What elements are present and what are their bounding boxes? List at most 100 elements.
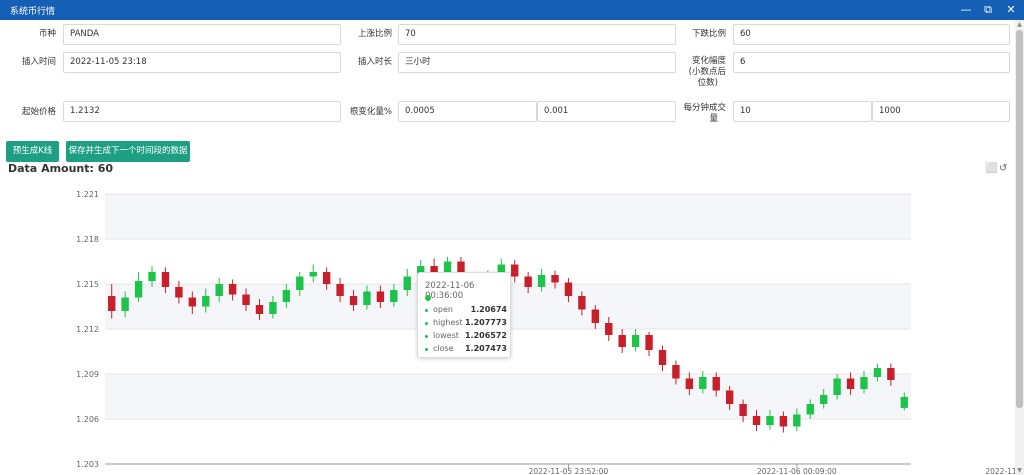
candle-body bbox=[511, 264, 519, 277]
start-price-label: 起始价格 bbox=[21, 107, 56, 117]
rise-ratio-input[interactable]: 70 bbox=[398, 24, 676, 45]
x-tick-label: 2022-11-05 23:52:00 bbox=[529, 467, 609, 475]
candle-body bbox=[806, 404, 814, 415]
candle-body bbox=[900, 396, 908, 408]
candle-body bbox=[416, 266, 425, 277]
tooltip-value: 1.20674 bbox=[470, 305, 507, 314]
volume-max-input[interactable]: 1000 bbox=[872, 101, 1010, 122]
data-amount-title: Data Amount: 60 bbox=[8, 162, 114, 175]
y-tick-label: 1.215 bbox=[76, 280, 99, 289]
candle-body bbox=[672, 365, 680, 379]
candle-body bbox=[873, 368, 882, 377]
candle-body bbox=[578, 296, 586, 310]
candle-tooltip: 2022-11-06 00:36:00 open 1.20674 highest… bbox=[417, 272, 511, 358]
vertical-scrollbar[interactable]: ▲ ▼ bbox=[1015, 20, 1024, 475]
candle-body bbox=[846, 378, 855, 389]
generate-kline-button[interactable]: 预生成K线 bbox=[6, 141, 59, 162]
scroll-up-icon[interactable]: ▲ bbox=[1017, 21, 1022, 28]
tooltip-series-marker bbox=[425, 295, 431, 301]
insert-time-input[interactable]: 2022-11-05 23:18 bbox=[63, 52, 341, 73]
tooltip-bullet bbox=[425, 335, 428, 338]
tooltip-key: close bbox=[433, 344, 454, 353]
y-tick-label: 1.212 bbox=[76, 325, 99, 334]
candle-body bbox=[363, 291, 371, 305]
candle-body bbox=[121, 297, 129, 311]
chart-band bbox=[105, 374, 911, 419]
change-range-input[interactable]: 6 bbox=[733, 52, 1010, 73]
volume-min-input[interactable]: 10 bbox=[733, 101, 872, 122]
volume-label-1: 每分钟成交 bbox=[683, 103, 726, 113]
tooltip-bullet bbox=[425, 348, 428, 351]
minimize-icon[interactable]: — bbox=[960, 3, 972, 16]
candle-body bbox=[228, 284, 237, 295]
start-price-input[interactable]: 1.2132 bbox=[63, 101, 341, 122]
currency-label: 币种 bbox=[38, 29, 56, 39]
tooltip-key: open bbox=[433, 305, 453, 314]
candle-body bbox=[605, 323, 613, 335]
candle-body bbox=[175, 287, 183, 298]
candle-body bbox=[322, 272, 331, 284]
candle-body bbox=[349, 296, 358, 305]
candle-body bbox=[779, 416, 788, 427]
candle-body bbox=[457, 261, 465, 277]
currency-input[interactable]: PANDA bbox=[63, 24, 341, 45]
restore-view-icon[interactable]: ↺ bbox=[999, 163, 1008, 174]
restore-icon[interactable]: ⧉ bbox=[984, 3, 992, 16]
window-title: 系统币行情 bbox=[10, 7, 56, 17]
insert-time-label: 插入时间 bbox=[21, 57, 56, 67]
root-change-label: 根变化量% bbox=[349, 107, 392, 117]
fall-ratio-input[interactable]: 60 bbox=[733, 24, 1010, 45]
tooltip-time: 2022-11-06 00:36:00 bbox=[425, 281, 475, 301]
tooltip-key: lowest bbox=[433, 331, 459, 340]
candle-body bbox=[148, 272, 156, 281]
root-change-min-input[interactable]: 0.0005 bbox=[398, 101, 537, 122]
close-icon[interactable]: ✕ bbox=[1006, 3, 1016, 16]
candle-body bbox=[752, 416, 761, 425]
tooltip-bullet bbox=[425, 322, 428, 325]
root-change-max-input[interactable]: 0.001 bbox=[537, 101, 676, 122]
candle-body bbox=[658, 350, 667, 365]
chart-band bbox=[105, 194, 911, 239]
candle-body bbox=[631, 335, 640, 347]
candle-body bbox=[108, 296, 116, 311]
candle-body bbox=[255, 305, 264, 314]
zoom-reset-icon[interactable]: ⬜ bbox=[985, 163, 998, 174]
candle-body bbox=[860, 377, 868, 389]
tooltip-row-lowest: lowest 1.206572 bbox=[425, 331, 507, 343]
candle-body bbox=[336, 284, 344, 296]
insert-duration-select[interactable]: 三小时 bbox=[398, 52, 676, 73]
tooltip-row-close: close 1.207473 bbox=[425, 344, 507, 356]
candle-body bbox=[188, 297, 197, 307]
candle-body bbox=[725, 390, 734, 404]
volume-label-2: 量 bbox=[709, 114, 718, 124]
tooltip-bullet bbox=[425, 309, 428, 312]
scroll-down-icon[interactable]: ▼ bbox=[1017, 467, 1022, 474]
candle-body bbox=[766, 416, 774, 425]
candle-body bbox=[793, 414, 801, 427]
change-range-label-3: 位数) bbox=[697, 78, 718, 88]
candle-body bbox=[403, 276, 411, 290]
scrollbar-thumb[interactable] bbox=[1016, 30, 1023, 408]
candle-body bbox=[282, 290, 291, 302]
candle-body bbox=[699, 377, 707, 389]
tooltip-key: highest bbox=[433, 318, 463, 327]
x-tick-label: 2022-11-06 00:26:00 bbox=[985, 467, 1015, 475]
candle-body bbox=[551, 275, 559, 283]
candle-body bbox=[685, 378, 694, 389]
candle-body bbox=[564, 282, 573, 296]
tooltip-row-highest: highest 1.207773 bbox=[425, 318, 507, 330]
candle-body bbox=[202, 296, 210, 307]
candle-body bbox=[269, 302, 277, 314]
tooltip-row-open: open 1.20674 bbox=[425, 305, 507, 317]
candle-body bbox=[215, 284, 223, 296]
tooltip-value: 1.206572 bbox=[464, 331, 507, 340]
candle-body bbox=[390, 290, 398, 302]
candle-body bbox=[443, 261, 452, 272]
y-tick-label: 1.203 bbox=[76, 460, 99, 469]
y-tick-label: 1.221 bbox=[76, 190, 99, 199]
candle-body bbox=[833, 378, 841, 395]
insert-duration-label: 插入时长 bbox=[357, 57, 392, 67]
candle-body bbox=[887, 368, 895, 380]
candle-body bbox=[645, 335, 653, 350]
save-generate-next-button[interactable]: 保存并生成下一个时间段的数据 bbox=[66, 141, 190, 162]
